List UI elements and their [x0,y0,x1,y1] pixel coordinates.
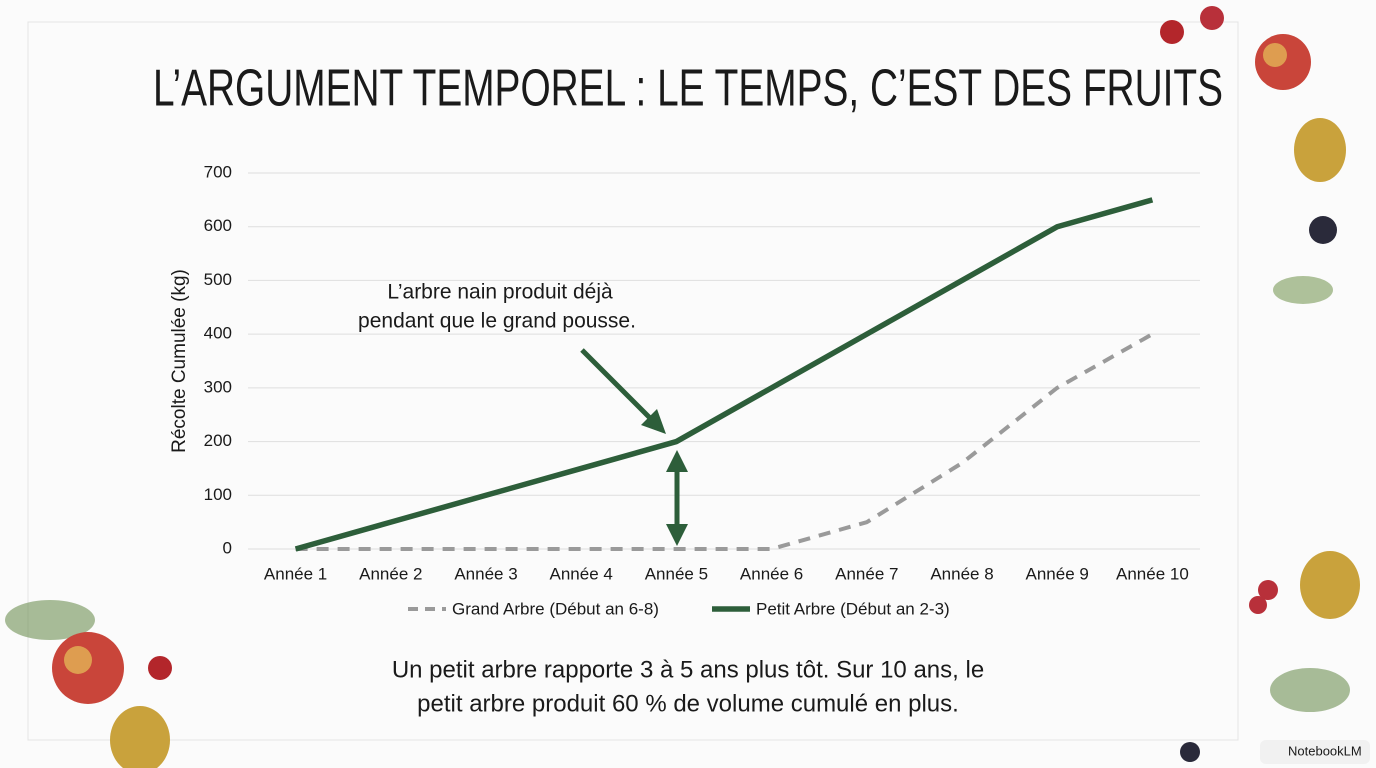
x-tick-label: Année 3 [454,564,517,583]
plot: 0 100 200 300 400 500 600 700 Année 1 Année 2 Anné… [204,162,1200,618]
y-tick-label: 200 [204,431,232,450]
legend-label: Petit Arbre (Début an 2-3) [756,599,950,618]
caption-line: petit arbre produit 60 % de volume cumul… [417,690,959,717]
y-tick-label: 0 [223,538,232,557]
title: L’ARGUMENT TEMPOREL : LE TEMPS, C’EST DE… [153,60,1223,118]
annotation-arrows [580,348,688,546]
x-tick-label: Année 1 [264,564,327,583]
legend-label: Grand Arbre (Début an 6-8) [452,599,659,618]
decoration [5,6,1360,768]
y-tick-label: 300 [204,377,232,396]
y-axis-label: Récolte Cumulée (kg) [169,269,190,453]
annotation-line: pendant que le grand pousse. [358,310,636,333]
caption-line: Un petit arbre rapporte 3 à 5 ans plus t… [392,656,984,683]
x-tick-label: Année 10 [1116,564,1189,583]
series-line [295,332,1154,551]
x-tick-label: Année 9 [1026,564,1089,583]
x-tick-label: Année 2 [359,564,422,583]
badge-text: NotebookLM [1288,743,1362,758]
x-tick-label: Année 8 [930,564,993,583]
x-tick-label: Année 5 [645,564,708,583]
y-tick-label: 500 [204,270,232,289]
badge [1260,740,1370,764]
y-tick-label: 400 [204,324,232,343]
x-tick-label: Année 7 [835,564,898,583]
x-tick-label: Année 4 [550,564,613,583]
series-line [294,197,1154,552]
y-tick-label: 100 [204,485,232,504]
x-tick-label: Année 6 [740,564,803,583]
annotation-line: L’arbre nain produit déjà [387,281,613,304]
frame [27,21,1239,741]
y-tick-label: 700 [204,162,232,181]
y-tick-label: 600 [204,216,232,235]
